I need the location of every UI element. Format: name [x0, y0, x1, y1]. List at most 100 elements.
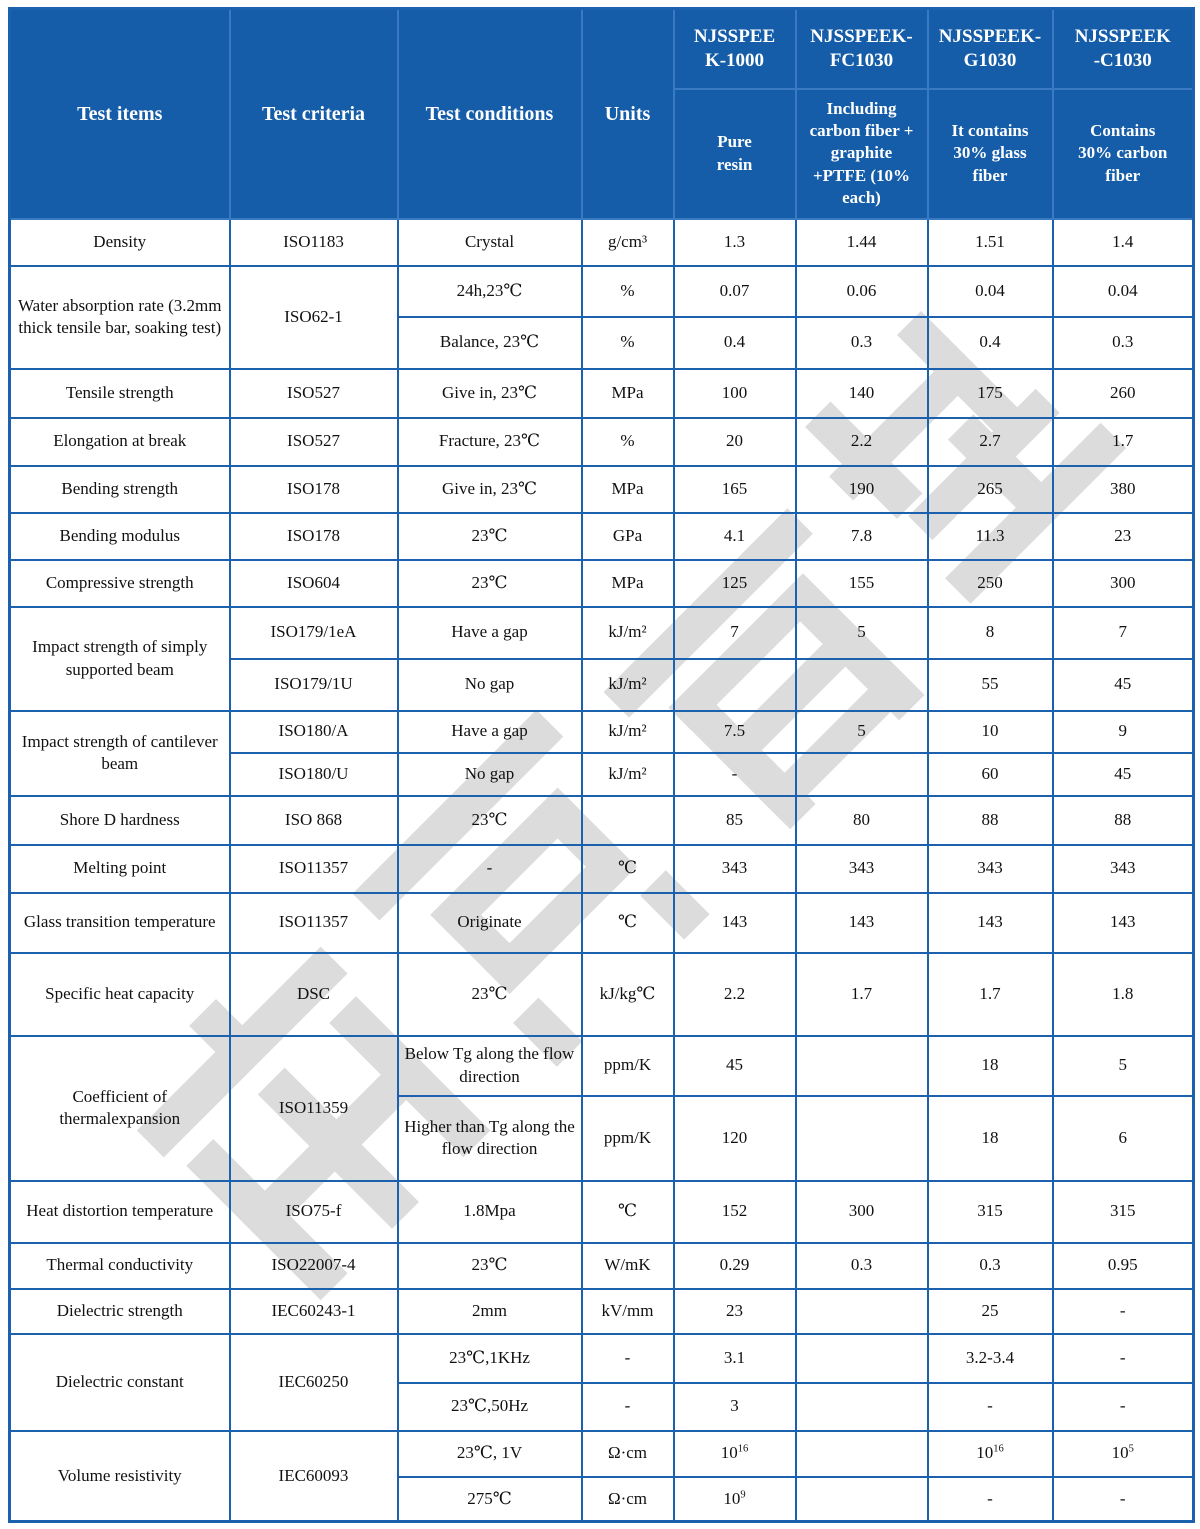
cell-value-njsspeek-c1030: 0.3: [1051, 315, 1195, 370]
cell-test-item: Density: [8, 217, 231, 267]
cell-value-njsspeek-c1030: 5: [1051, 1034, 1195, 1097]
cell-test-condition: Crystal: [396, 217, 583, 267]
cell-unit: %: [580, 416, 675, 467]
table-row: Shore D hardness ISO 868 23℃ 85 80 88 88: [8, 794, 1195, 846]
cell-test-condition: -: [396, 843, 583, 894]
col-header-njsspeek-g1030: NJSSPEEK- G1030: [926, 7, 1054, 90]
cell-value-njsspeek-1000: [672, 657, 797, 712]
cell-value-njsspeek-1000: 3.1: [672, 1332, 797, 1384]
cell-value-njsspeek-g1030: 0.3: [926, 1241, 1054, 1290]
cell-test-condition: 2mm: [396, 1287, 583, 1335]
table-row: Specific heat capacity DSC 23℃ kJ/kg℃ 2.2 1.7…: [8, 951, 1195, 1037]
cell-value-njsspeek-g1030: 250: [926, 558, 1054, 608]
cell-unit: -: [580, 1332, 675, 1384]
cell-test-criteria: ISO604: [228, 558, 399, 608]
cell-value-njsspeek-fc1030: [794, 1429, 929, 1478]
cell-value-njsspeek-g1030: -: [926, 1475, 1054, 1523]
table-row: 275℃ Ω·cm 109 - -: [10, 1475, 1195, 1523]
cell-test-item: Impact strength of cantilever beam: [8, 709, 231, 797]
cell-unit: Ω·cm: [580, 1475, 675, 1523]
cell-value-njsspeek-g1030: 11.3: [926, 511, 1054, 561]
cell-value-njsspeek-g1030: 60: [926, 751, 1054, 797]
cell-test-criteria: IEC60250: [228, 1332, 399, 1432]
col-header-units: Units: [580, 7, 675, 220]
cell-value-njsspeek-1000: 7.5: [672, 709, 797, 754]
cell-test-condition: 23℃: [396, 558, 583, 608]
cell-value-njsspeek-g1030: 25: [926, 1287, 1054, 1335]
cell-test-item: Tensile strength: [8, 367, 231, 419]
cell-test-condition: 1.8Mpa: [396, 1179, 583, 1244]
header-row-descriptions: Pure resin Including carbon fiber + grap…: [10, 87, 1195, 220]
cell-test-criteria: ISO178: [228, 511, 399, 561]
cell-test-item: Glass transition temperature: [8, 891, 231, 954]
col-header-njsspeek-c1030: NJSSPEEK -C1030: [1051, 7, 1195, 90]
col-header-test-conditions: Test conditions: [396, 7, 583, 220]
cell-test-condition: Higher than Tg along the flow direction: [396, 1094, 583, 1182]
cell-value-njsspeek-c1030: 0.04: [1051, 264, 1195, 318]
cell-value-njsspeek-fc1030: 1.7: [794, 951, 929, 1037]
cell-test-criteria: ISO62-1: [228, 264, 399, 370]
cell-test-item: Specific heat capacity: [8, 951, 231, 1037]
subheader-njsspeek-g1030-desc: It contains 30% glass fiber: [926, 87, 1054, 220]
cell-value-njsspeek-1000: 120: [672, 1094, 797, 1182]
cell-test-item: Shore D hardness: [8, 794, 231, 846]
cell-test-condition: Originate: [396, 891, 583, 954]
cell-value-njsspeek-g1030: 10: [926, 709, 1054, 754]
cell-value-njsspeek-c1030: 7: [1051, 605, 1195, 660]
cell-value-njsspeek-1000: 100: [672, 367, 797, 419]
cell-value-njsspeek-g1030: 0.4: [926, 315, 1054, 370]
cell-unit: %: [580, 264, 675, 318]
table-row: Dielectric strength IEC60243-1 2mm kV/mm 23 2…: [8, 1287, 1195, 1335]
cell-value-njsspeek-c1030: 1.8: [1051, 951, 1195, 1037]
cell-value-njsspeek-fc1030: 300: [794, 1179, 929, 1244]
cell-test-condition: Have a gap: [396, 605, 583, 660]
cell-test-item: Dielectric strength: [8, 1287, 231, 1335]
cell-value-njsspeek-c1030: 143: [1051, 891, 1195, 954]
cell-value-njsspeek-fc1030: 0.3: [794, 1241, 929, 1290]
subheader-njsspeek-1000-desc: Pure resin: [672, 87, 797, 220]
cell-unit: GPa: [580, 511, 675, 561]
cell-value-njsspeek-1000: 109: [672, 1475, 797, 1523]
cell-value-njsspeek-g1030: 143: [926, 891, 1054, 954]
cell-unit: MPa: [580, 558, 675, 608]
cell-value-njsspeek-fc1030: 140: [794, 367, 929, 419]
cell-value-njsspeek-1000: 85: [672, 794, 797, 846]
cell-value-njsspeek-fc1030: 343: [794, 843, 929, 894]
cell-unit: kJ/m²: [580, 605, 675, 660]
cell-unit: MPa: [580, 464, 675, 514]
cell-value-njsspeek-g1030: 55: [926, 657, 1054, 712]
subheader-njsspeek-fc1030-desc: Including carbon fiber + graphite +PTFE …: [794, 87, 929, 220]
cell-test-item: Dielectric constant: [8, 1332, 231, 1432]
cell-test-condition: 23℃: [396, 794, 583, 846]
cell-value-njsspeek-g1030: -: [926, 1381, 1054, 1432]
cell-test-item: Compressive strength: [8, 558, 231, 608]
cell-unit: kJ/kg℃: [580, 951, 675, 1037]
cell-value-njsspeek-1000: 165: [672, 464, 797, 514]
cell-value-njsspeek-1000: 143: [672, 891, 797, 954]
cell-test-item: Coefficient of thermalexpansion: [8, 1034, 231, 1182]
cell-value-njsspeek-g1030: 1.51: [926, 217, 1054, 267]
cell-value-njsspeek-fc1030: 80: [794, 794, 929, 846]
cell-test-item: Bending strength: [8, 464, 231, 514]
cell-value-njsspeek-1000: -: [672, 751, 797, 797]
cell-value-njsspeek-1000: 343: [672, 843, 797, 894]
table-row: Thermal conductivity ISO22007-4 23℃ W/mK 0.2…: [8, 1241, 1195, 1290]
cell-value-njsspeek-c1030: 300: [1051, 558, 1195, 608]
cell-value-njsspeek-fc1030: [794, 1381, 929, 1432]
cell-test-criteria: ISO 868: [228, 794, 399, 846]
cell-unit: W/mK: [580, 1241, 675, 1290]
cell-test-condition: 23℃: [396, 1241, 583, 1290]
cell-value-njsspeek-1000: 3: [672, 1381, 797, 1432]
table-row: Water absorption rate (3.2mm thick tensi…: [8, 264, 1195, 370]
cell-test-condition: Balance, 23℃: [396, 315, 583, 370]
cell-value-njsspeek-g1030: 88: [926, 794, 1054, 846]
cell-test-criteria: ISO22007-4: [228, 1241, 399, 1290]
cell-value-njsspeek-c1030: 380: [1051, 464, 1195, 514]
cell-value-njsspeek-fc1030: 143: [794, 891, 929, 954]
cell-unit: kJ/m²: [580, 709, 675, 754]
cell-test-criteria: IEC60093: [228, 1429, 399, 1523]
cell-test-condition: No gap: [396, 751, 583, 797]
col-header-njsspeek-fc1030: NJSSPEEK- FC1030: [794, 7, 929, 90]
table-row: Tensile strength ISO527 Give in, 23℃ MPa 100…: [8, 367, 1195, 419]
cell-test-item: Thermal conductivity: [8, 1241, 231, 1290]
